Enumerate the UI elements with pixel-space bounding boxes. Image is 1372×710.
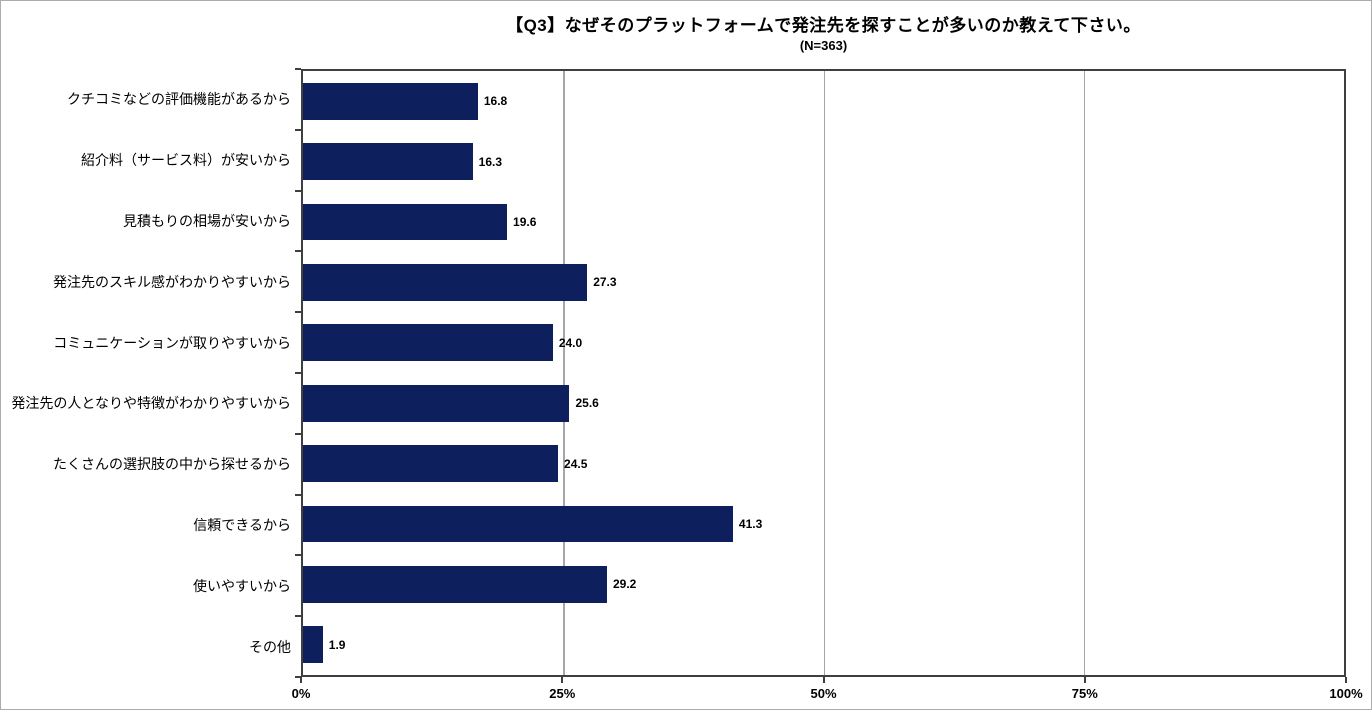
category-label: 紹介料（サービス料）が安いから [81, 152, 291, 169]
x-tick [822, 677, 825, 683]
bar [303, 263, 588, 301]
value-label: 24.5 [564, 456, 588, 471]
category-label: 使いやすいから [193, 577, 291, 594]
bar-row: 24.5 [303, 433, 1344, 493]
y-tick [295, 311, 301, 314]
category-label: たくさんの選択肢の中から探せるから [53, 456, 291, 473]
bar [303, 324, 553, 362]
y-tick [295, 554, 301, 557]
bar [303, 82, 478, 120]
x-axis: 0% 25% 50% 75% 100% [292, 677, 1363, 707]
gridline-75% [1083, 71, 1086, 675]
plot-area: 16.8 16.3 19.6 27.3 24.0 25.6 24.5 41.3 29.2 1.9 [301, 69, 1346, 677]
category-label: 信頼できるから [193, 516, 291, 533]
bar [303, 566, 607, 603]
bar [303, 626, 323, 664]
bar-row: 16.8 [303, 71, 1344, 131]
value-label: 27.3 [593, 275, 617, 290]
bar [303, 505, 733, 543]
x-tick-label: 100% [1329, 686, 1363, 701]
bar-row: 27.3 [303, 252, 1344, 312]
y-tick [295, 676, 301, 678]
bar [303, 203, 508, 241]
y-tick [295, 128, 301, 131]
x-tick [1345, 677, 1347, 683]
bar-row: 41.3 [303, 494, 1344, 554]
y-tick [295, 615, 301, 618]
category-label: 発注先のスキル感がわかりやすいから [53, 273, 291, 290]
bar-rows: 16.8 16.3 19.6 27.3 24.0 25.6 24.5 41.3 29.2 1.9 [303, 71, 1344, 675]
value-label: 41.3 [738, 517, 763, 532]
category-label: 発注先の人となりや特徴がわかりやすいから [11, 395, 291, 412]
bar-row: 29.2 [303, 554, 1344, 614]
category-label: その他 [249, 638, 291, 655]
bar [303, 384, 570, 422]
value-label: 1.9 [328, 637, 346, 652]
x-tick-label: 75% [1071, 686, 1098, 701]
value-label: 29.2 [612, 577, 637, 592]
chart-title: 【Q3】なぜそのプラットフォームで発注先を探すことが多いのか教えて下さい。 [506, 16, 1141, 35]
y-axis-ticks [295, 68, 301, 678]
y-tick [295, 189, 301, 192]
gridline-50% [823, 71, 825, 675]
category-label: クチコミなどの評価機能があるから [67, 91, 291, 108]
bar-row: 25.6 [303, 373, 1344, 433]
category-axis-labels: クチコミなどの評価機能があるから紹介料（サービス料）が安いから見積もりの相場が安… [1, 69, 291, 677]
value-label: 16.3 [478, 154, 503, 169]
bar [303, 143, 473, 181]
category-label: 見積もりの相場が安いから [123, 212, 291, 229]
category-label: コミュニケーションが取りやすいから [53, 334, 291, 351]
value-label: 16.8 [483, 94, 508, 109]
bar-row: 19.6 [303, 192, 1344, 252]
gridline-25% [563, 71, 565, 675]
x-tick [1083, 677, 1086, 683]
y-tick [295, 372, 301, 374]
x-tick [300, 677, 302, 683]
chart-subtitle: (N=363) [799, 38, 848, 53]
y-tick [295, 432, 301, 435]
x-tick-label: 50% [810, 686, 837, 701]
y-tick [295, 250, 301, 253]
value-label: 25.6 [575, 396, 599, 411]
value-label: 19.6 [513, 215, 537, 230]
x-tick-label: 0% [291, 686, 311, 701]
bar-row: 24.0 [303, 313, 1344, 373]
x-tick-label: 25% [549, 686, 576, 701]
y-tick [295, 493, 301, 496]
x-tick [561, 677, 564, 683]
bar-row: 1.9 [303, 615, 1344, 675]
y-tick [295, 68, 301, 70]
value-label: 24.0 [558, 335, 583, 350]
bar [303, 445, 559, 483]
bar-row: 16.3 [303, 131, 1344, 191]
